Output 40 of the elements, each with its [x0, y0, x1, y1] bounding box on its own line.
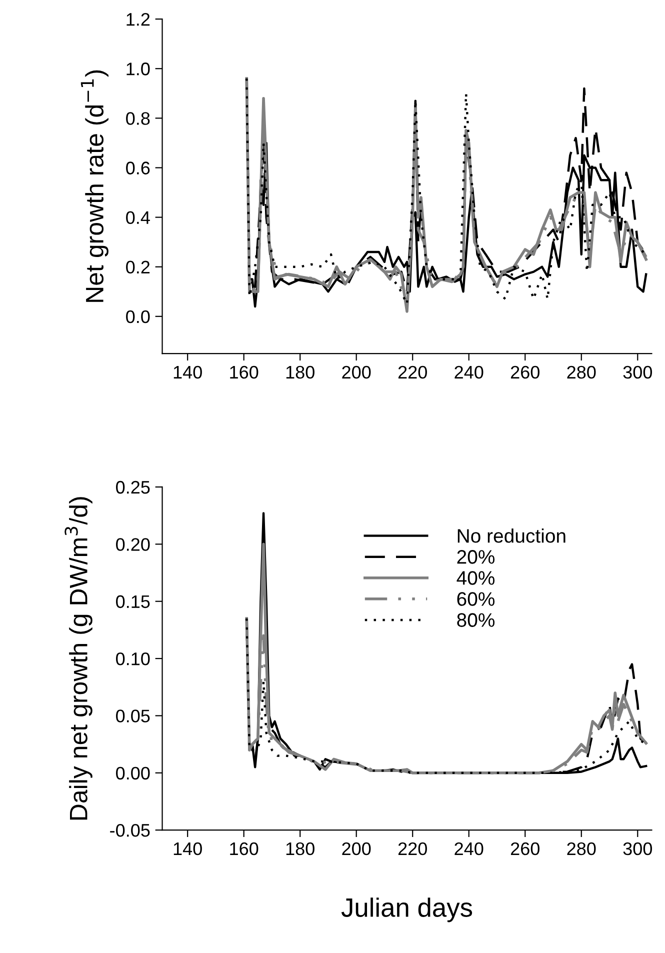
y-tick-label: 1.2	[126, 12, 150, 26]
x-tick-label: 220	[398, 366, 427, 379]
y-axis-title: Net growth rate (d$^{−1}$)	[80, 70, 108, 302]
legend-label: No reduction	[458, 528, 566, 543]
x-tick-label: 180	[286, 366, 314, 379]
legend-label: 20%	[457, 550, 495, 564]
x-tick-label: 240	[454, 842, 484, 856]
x-tick-label: 240	[454, 366, 484, 379]
x-tick-label: 180	[286, 842, 314, 856]
x-tick-label: 140	[174, 366, 202, 379]
x-tick-label: 160	[230, 842, 258, 856]
y-tick-label: 0.6	[126, 162, 150, 174]
x-tick-label: 260	[510, 366, 540, 379]
x-tick-label: 160	[230, 366, 258, 379]
y-tick-label: 0.10	[116, 652, 150, 666]
y-tick-label: 1.0	[126, 62, 150, 76]
x-tick-label: 300	[623, 366, 652, 379]
x-tick-label: 280	[567, 366, 596, 379]
y-tick-label: -0.05	[110, 824, 150, 837]
y-tick-label: 0.25	[116, 480, 150, 494]
x-tick-label: 140	[174, 842, 202, 856]
x-tick-label: 300	[623, 842, 652, 856]
y-tick-label: 0.8	[126, 112, 150, 125]
x-tick-label: 200	[342, 842, 371, 856]
x-tick-label: 200	[342, 366, 371, 379]
legend-label: 40%	[456, 571, 495, 585]
x-tick-label: 260	[510, 842, 540, 856]
y-tick-label: 0.20	[116, 538, 150, 551]
y-tick-label: 0.0	[126, 310, 150, 324]
y-tick-label: 0.05	[116, 710, 150, 722]
y-tick-label: 0.2	[126, 260, 150, 274]
x-tick-label: 280	[567, 842, 596, 856]
y-axis-title: Daily net growth (g DW/m$^{3}$/d)	[64, 497, 92, 820]
y-tick-label: 0.00	[116, 766, 150, 780]
x-tick-label: 220	[398, 842, 427, 856]
y-tick-label: 0.4	[126, 211, 150, 224]
x-axis-title: Julian days	[341, 898, 472, 922]
legend-label: 80%	[457, 613, 495, 627]
legend-label: 60%	[457, 592, 495, 606]
y-tick-label: 0.15	[116, 595, 150, 608]
